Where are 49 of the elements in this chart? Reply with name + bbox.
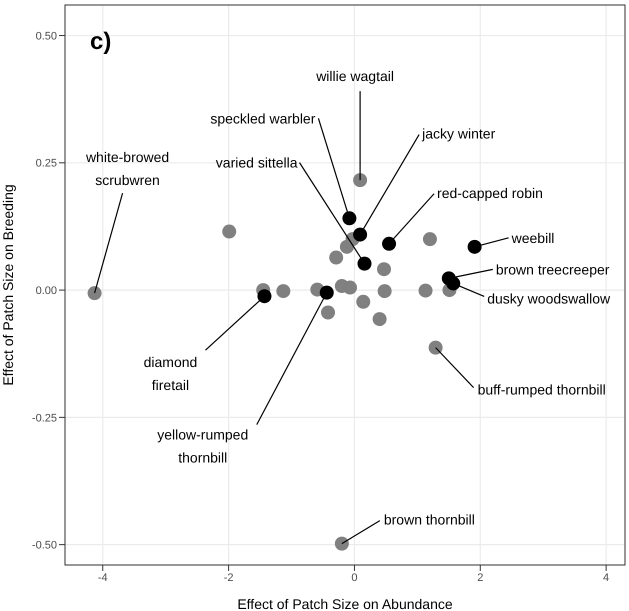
point (358, 256, 372, 271)
annotation: jacky winter (421, 126, 496, 142)
y-tick-label: -0.50 (32, 540, 57, 552)
annotation: red-capped robin (437, 184, 543, 201)
annotation: yellow-rumped thornbill (157, 426, 248, 466)
annotation: diamond firetail (144, 354, 198, 394)
point (320, 286, 334, 300)
y-tick-label: -0.25 (32, 412, 57, 424)
point (329, 250, 344, 265)
y-tick-label: 0.00 (36, 284, 57, 297)
x-tick-label: 2 (477, 572, 484, 584)
annotation: brown treecreeper (496, 261, 610, 278)
annotation: white-browed scrubwren (84, 149, 170, 188)
point (222, 224, 236, 239)
point (382, 236, 396, 251)
point (321, 305, 336, 320)
annotation: weebill (510, 230, 554, 246)
y-axis-title: Effect of Patch Size on Breeding (0, 184, 16, 386)
x-tick-label: -4 (98, 572, 108, 584)
annotation: dusky woodswallow (487, 290, 612, 306)
point (353, 228, 368, 242)
point (356, 294, 370, 309)
x-tick-label: 4 (603, 572, 610, 584)
text: c) (90, 28, 112, 56)
y-tick-label: 0.25 (36, 158, 57, 170)
point (342, 211, 356, 226)
annotation: varied sittella (216, 154, 298, 171)
point (343, 280, 358, 295)
annotation: brown thornbill (384, 512, 475, 528)
point (377, 262, 392, 276)
annotation: buff-rumped thornbill (478, 382, 606, 398)
point (418, 284, 433, 298)
x-tick-label: 0 (351, 572, 358, 584)
point (428, 340, 443, 355)
point (353, 173, 368, 188)
point (340, 240, 354, 254)
point (276, 284, 290, 298)
point (334, 536, 349, 551)
point (422, 232, 437, 246)
point (378, 284, 392, 298)
point (468, 240, 482, 254)
point (372, 312, 387, 326)
point (257, 289, 272, 304)
x-tick-label: -2 (224, 572, 234, 584)
annotation: willie wagtail (315, 68, 394, 84)
x-axis-title: Effect of Patch Size on Abundance (237, 596, 453, 611)
annotation: speckled warbler (210, 110, 316, 126)
point (88, 286, 102, 300)
y-tick-label: 0.50 (36, 30, 57, 42)
